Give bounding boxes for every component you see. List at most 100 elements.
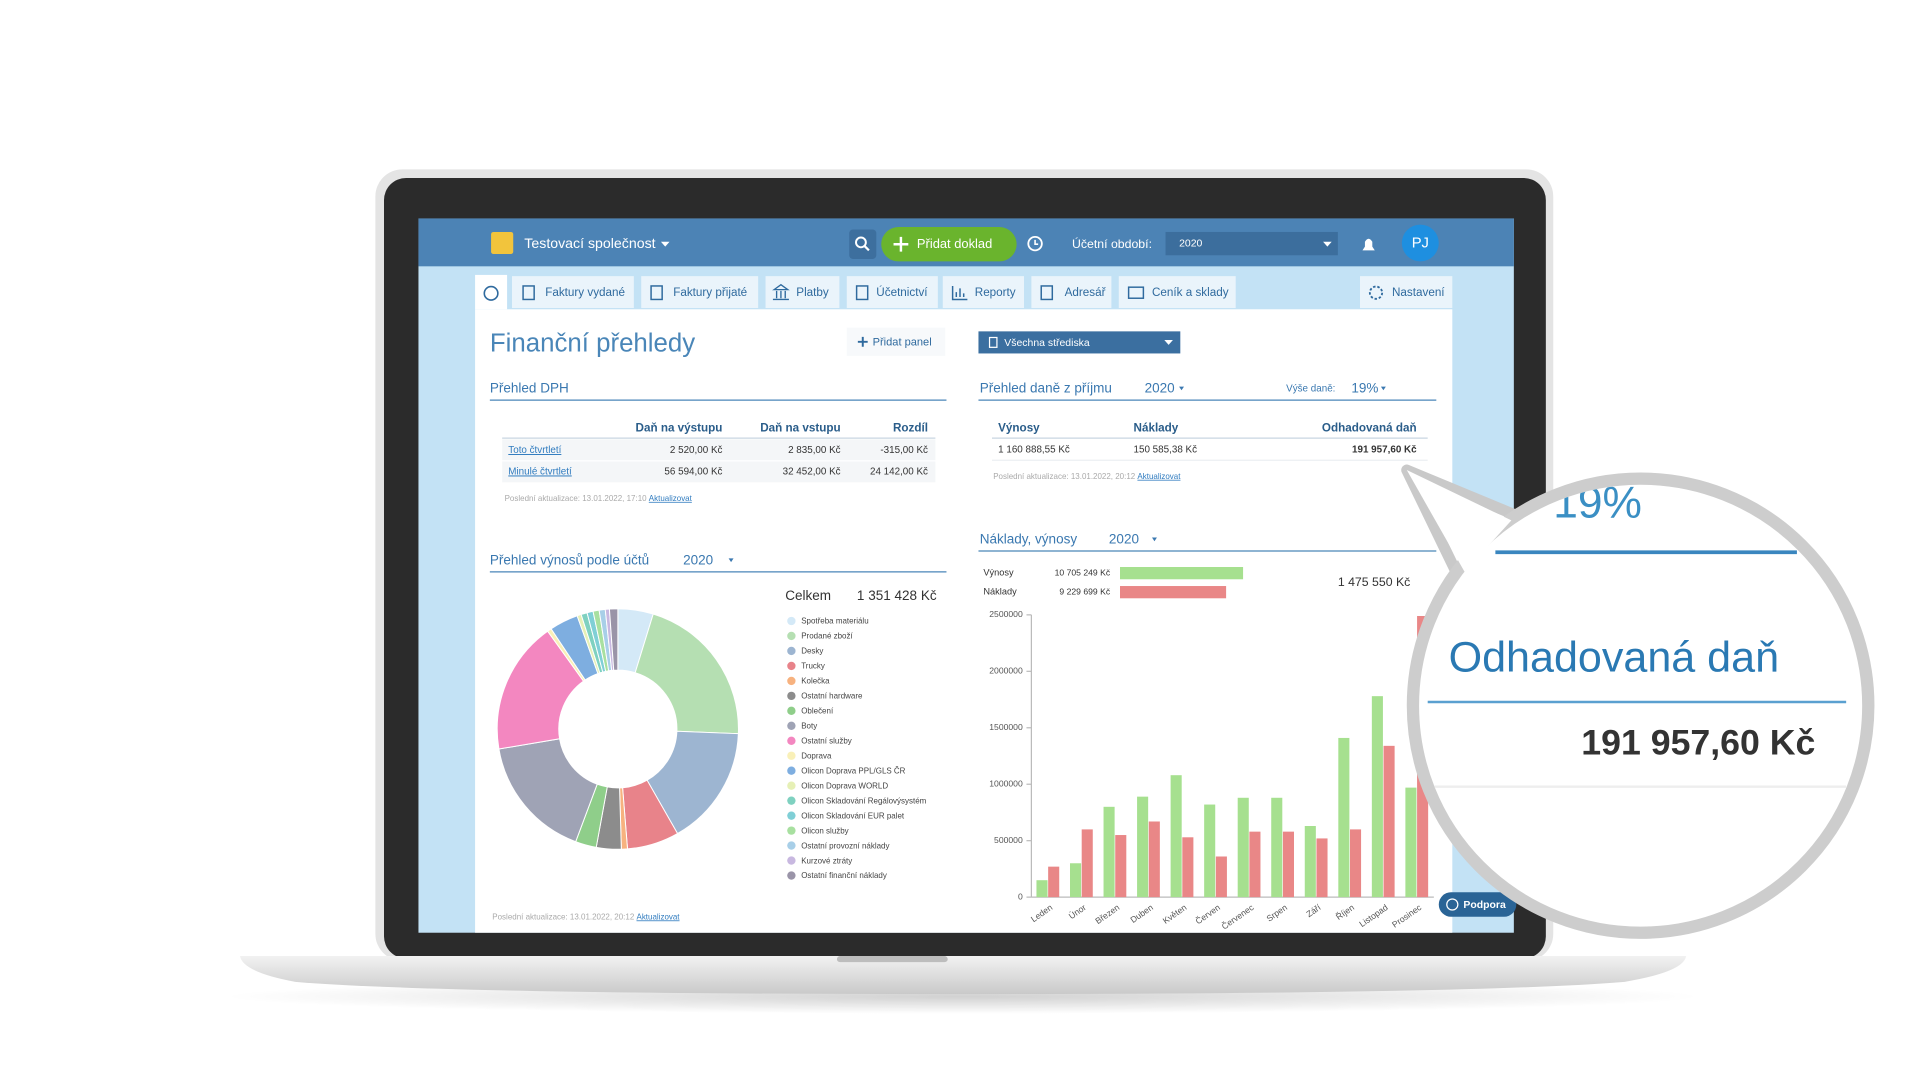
refresh-link[interactable]: Aktualizovat — [649, 494, 693, 503]
table-row — [502, 439, 936, 461]
tab[interactable] — [1031, 276, 1112, 309]
search-icon — [855, 236, 867, 249]
legend-label: Náklady — [983, 587, 1017, 597]
bar — [1282, 831, 1294, 898]
bar — [1237, 797, 1249, 898]
legend-swatch — [787, 856, 796, 865]
tab[interactable] — [1360, 276, 1453, 309]
plus-icon — [857, 336, 868, 347]
legend-swatch — [787, 841, 796, 850]
y-tick-label: 2000000 — [989, 666, 1023, 676]
company-name[interactable]: Testovací společnost — [524, 235, 655, 251]
legend-swatch — [787, 691, 796, 701]
legend-label: Olicon Skladování EUR palet — [801, 811, 905, 820]
tab[interactable] — [512, 276, 634, 309]
avatar-initials[interactable]: PJ — [1412, 236, 1429, 252]
tab[interactable] — [942, 276, 1024, 309]
y-tick-label: 1500000 — [989, 722, 1023, 732]
add-panel-label[interactable]: Přidat panel — [873, 336, 932, 348]
dropdown-arrow — [660, 241, 670, 247]
panel-title: Přehled daně z příjmu — [980, 381, 1112, 396]
row-link[interactable]: Minulé čtvrtletí — [508, 466, 572, 477]
nav-item[interactable]: Účetnictví — [876, 286, 928, 299]
refresh-link[interactable]: Aktualizovat — [1137, 472, 1181, 481]
legend-swatch — [787, 706, 796, 716]
row-link[interactable]: Toto čtvrtletí — [508, 445, 561, 456]
refresh-link[interactable]: Aktualizovat — [637, 913, 681, 922]
legend-label: Ostatní finanční náklady — [801, 871, 887, 880]
tab-icon — [772, 283, 790, 301]
column-header: Odhadovaná daň — [1322, 421, 1417, 434]
total-label: Celkem — [785, 588, 831, 603]
column-header: Náklady — [1134, 421, 1179, 434]
donut-slice — [608, 608, 619, 671]
legend-swatch — [787, 766, 796, 775]
bar — [1103, 806, 1115, 898]
centers-label[interactable]: Všechna střediska — [1004, 338, 1090, 349]
support-label[interactable]: Podpora — [1463, 900, 1506, 911]
panel-title: Přehled DPH — [490, 381, 569, 396]
history-icon[interactable] — [1027, 235, 1043, 252]
updated-note: Poslední aktualizace: 13.01.2022, 20:12 … — [993, 472, 1181, 481]
dropdown-arrow — [1179, 386, 1184, 391]
dropdown-arrow — [1152, 537, 1157, 542]
year-select[interactable]: 2020 — [683, 552, 713, 567]
bell-icon[interactable] — [1362, 238, 1375, 251]
company-logo[interactable] — [491, 231, 514, 255]
bar — [1115, 835, 1127, 898]
add-document-label[interactable]: Přidat doklad — [917, 236, 992, 251]
avatar[interactable] — [1401, 224, 1439, 262]
centers-select[interactable] — [978, 331, 1181, 354]
legend-swatch — [787, 826, 796, 835]
tab[interactable] — [765, 276, 840, 309]
add-document-button[interactable] — [881, 227, 1017, 262]
search-button[interactable] — [849, 229, 877, 259]
updated-note: Poslední aktualizace: 13.01.2022, 17:10 … — [505, 494, 693, 503]
y-tick-label: 0 — [1018, 891, 1023, 901]
legend-label: Ostatní hardware — [801, 692, 863, 701]
search-icon — [863, 245, 870, 252]
legend-total-bar — [1120, 567, 1244, 580]
bar — [1350, 829, 1362, 898]
tab[interactable] — [641, 276, 759, 309]
bar — [1148, 821, 1160, 898]
y-tick-label: 2500000 — [989, 609, 1023, 619]
nav-item[interactable]: Faktury vydané — [545, 286, 625, 299]
legend-label: Výnosy — [983, 568, 1014, 578]
nav-item[interactable]: Platby — [796, 286, 829, 299]
nav-item[interactable]: Faktury přijaté — [673, 286, 747, 299]
y-tick-label: 1000000 — [989, 779, 1023, 789]
bar — [1271, 797, 1283, 898]
rate-select[interactable]: 19% — [1351, 381, 1378, 396]
tab[interactable] — [1118, 276, 1236, 309]
tab[interactable] — [846, 276, 938, 309]
legend-swatch — [787, 736, 796, 745]
period-select[interactable] — [1165, 231, 1338, 256]
tab-dashboard[interactable] — [475, 274, 508, 310]
page-title: Finanční přehledy — [490, 330, 695, 358]
period-value[interactable]: 2020 — [1179, 238, 1202, 249]
help-icon — [1446, 898, 1459, 911]
nav-item[interactable]: Ceník a sklady — [1152, 286, 1229, 299]
year-select[interactable]: 2020 — [1109, 532, 1139, 547]
legend-swatch — [787, 811, 796, 820]
magnifier-tail-fill — [1406, 470, 1512, 572]
legend-label: Olicon Doprava PPL/GLS ČR — [801, 766, 905, 775]
rate-label: Výše daně: — [1286, 384, 1335, 395]
updated-text: Poslední aktualizace: 13.01.2022, 20:12 — [993, 472, 1136, 481]
bar — [1036, 880, 1048, 898]
nav-item[interactable]: Adresář — [1065, 286, 1107, 299]
nav-item[interactable]: Nastavení — [1392, 286, 1445, 299]
legend-swatch — [787, 631, 796, 641]
period-label: Účetní období: — [1072, 236, 1152, 251]
legend-label: Ostatní služby — [801, 737, 852, 746]
tab-icon — [650, 285, 663, 301]
panel-title: Přehled výnosů podle účtů — [490, 552, 649, 567]
bar — [1170, 775, 1182, 898]
nav-item[interactable]: Reporty — [975, 286, 1016, 299]
year-select[interactable]: 2020 — [1145, 381, 1175, 396]
bar — [1081, 829, 1093, 898]
plus-icon — [893, 236, 909, 252]
support-button[interactable] — [1438, 892, 1517, 917]
